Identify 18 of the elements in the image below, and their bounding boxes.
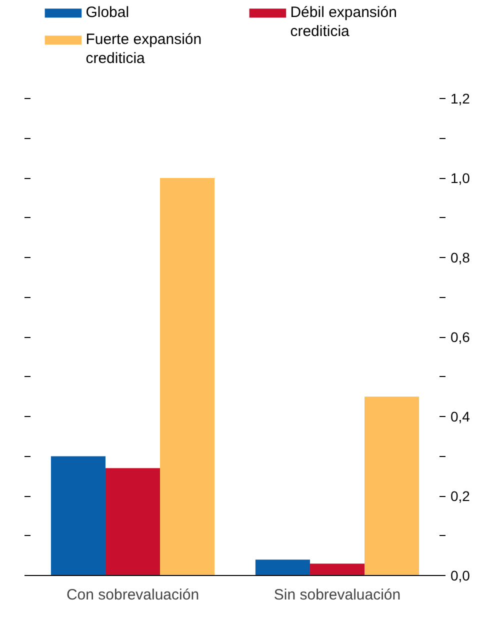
y-tick-label: 0,4 <box>450 408 470 424</box>
y-tick-label: 0,2 <box>450 488 470 504</box>
y-tick-label: 1,2 <box>450 90 470 106</box>
bar <box>310 564 365 576</box>
x-tick-label: Sin sobrevaluación <box>274 586 401 604</box>
bar <box>50 456 106 576</box>
bar <box>255 560 310 576</box>
legend-label: Débil expansión crediticia <box>290 4 397 40</box>
bar <box>160 178 215 576</box>
legend-label: Fuerte expansión crediticia <box>86 31 202 67</box>
x-tick-label: Con sobrevaluación <box>66 586 200 604</box>
bar <box>105 468 160 576</box>
y-tick-label: 0,0 <box>450 568 470 584</box>
bar <box>364 396 420 576</box>
y-tick-label: 0,8 <box>450 250 470 266</box>
legend-label: Global <box>86 4 130 22</box>
y-tick-label: 0,6 <box>450 329 470 345</box>
y-tick-label: 1,0 <box>450 170 470 186</box>
